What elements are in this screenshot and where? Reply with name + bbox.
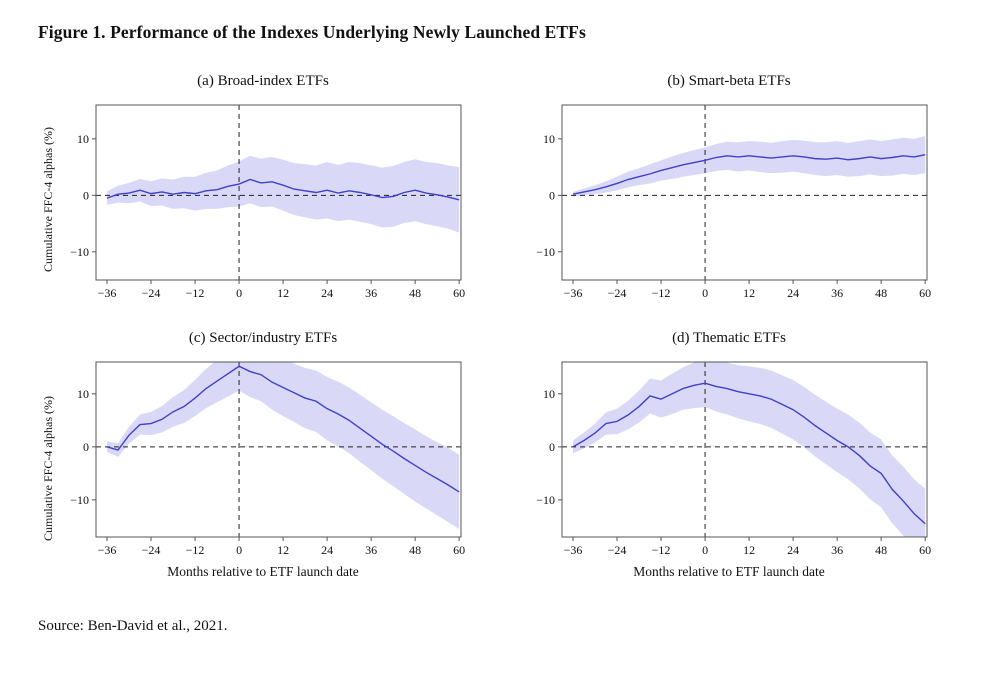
panel-a-col: (a) Broad-index ETFs −36 −24 −12 0 12 24 36 48 6… — [58, 73, 468, 304]
svg-text:0: 0 — [702, 286, 708, 300]
panel-d-ylabel-wrap — [504, 330, 524, 584]
svg-text:60: 60 — [919, 543, 931, 557]
svg-text:48: 48 — [875, 286, 887, 300]
svg-text:24: 24 — [321, 286, 333, 300]
svg-text:10: 10 — [543, 132, 555, 146]
panel-a: Cumulative FFC-4 alphas (%) (a) Broad-in… — [38, 73, 490, 304]
svg-text:−10: −10 — [70, 493, 89, 507]
x-axis-label: Months relative to ETF launch date — [633, 564, 825, 579]
panel-b-title: (b) Smart-beta ETFs — [667, 73, 791, 89]
panel-b-row: (b) Smart-beta ETFs −36 −24 −12 0 12 24 36 48 60… — [504, 73, 956, 304]
svg-text:60: 60 — [453, 543, 465, 557]
panel-c-col: (c) Sector/industry ETFs −36 −24 −12 0 12 24 3… — [58, 330, 468, 584]
panel-b-ylabel-wrap — [504, 73, 524, 304]
svg-text:−10: −10 — [70, 245, 89, 259]
panel-d-col: (d) Thematic ETFs −36 −24 −12 0 12 24 36 48 60 −1… — [524, 330, 934, 584]
panel-a-ylabel-wrap: Cumulative FFC-4 alphas (%) — [38, 73, 58, 304]
panel-d: (d) Thematic ETFs −36 −24 −12 0 12 24 36 48 60 −1… — [504, 330, 956, 584]
panel-b-col: (b) Smart-beta ETFs −36 −24 −12 0 12 24 36 48 60… — [524, 73, 934, 304]
svg-text:0: 0 — [549, 188, 555, 202]
svg-text:−12: −12 — [186, 286, 205, 300]
svg-text:12: 12 — [277, 543, 289, 557]
panel-d-plot: −36 −24 −12 0 12 24 36 48 60 −10 0 10 — [536, 361, 931, 557]
svg-text:12: 12 — [743, 543, 755, 557]
panel-b-plot: −36 −24 −12 0 12 24 36 48 60 −10 0 10 — [536, 104, 931, 300]
svg-text:−36: −36 — [98, 286, 117, 300]
svg-text:−12: −12 — [186, 543, 205, 557]
svg-text:10: 10 — [543, 387, 555, 401]
svg-text:−36: −36 — [564, 543, 583, 557]
source-note: Source: Ben-David et al., 2021. — [38, 618, 228, 634]
svg-text:0: 0 — [702, 543, 708, 557]
svg-text:60: 60 — [453, 286, 465, 300]
svg-text:48: 48 — [409, 543, 421, 557]
svg-text:0: 0 — [236, 286, 242, 300]
panel-c: Cumulative FFC-4 alphas (%) (c) Sector/i… — [38, 330, 490, 584]
panel-a-plot: −36 −24 −12 0 12 24 36 48 60 −10 0 10 — [70, 104, 465, 300]
y-axis-label: Cumulative FFC-4 alphas (%) — [40, 395, 55, 541]
panel-c-ylabel-wrap: Cumulative FFC-4 alphas (%) — [38, 330, 58, 584]
svg-text:−10: −10 — [536, 493, 555, 507]
svg-text:48: 48 — [409, 286, 421, 300]
svg-text:36: 36 — [365, 286, 377, 300]
svg-text:10: 10 — [77, 132, 89, 146]
svg-text:−12: −12 — [652, 543, 671, 557]
svg-text:12: 12 — [277, 286, 289, 300]
panel-b: (b) Smart-beta ETFs −36 −24 −12 0 12 24 36 48 60… — [504, 73, 956, 304]
svg-text:0: 0 — [83, 188, 89, 202]
svg-text:0: 0 — [83, 440, 89, 454]
panel-c-title: (c) Sector/industry ETFs — [188, 330, 338, 346]
y-axis-label: Cumulative FFC-4 alphas (%) — [40, 127, 55, 272]
svg-text:36: 36 — [831, 286, 843, 300]
panel-d-row: (d) Thematic ETFs −36 −24 −12 0 12 24 36 48 60 −1… — [504, 330, 956, 584]
svg-text:10: 10 — [77, 387, 89, 401]
svg-text:60: 60 — [919, 286, 931, 300]
svg-text:−12: −12 — [652, 286, 671, 300]
x-axis-label: Months relative to ETF launch date — [167, 564, 359, 579]
svg-text:−36: −36 — [564, 286, 583, 300]
figure-container: Figure 1. Performance of the Indexes Und… — [38, 22, 980, 634]
svg-text:36: 36 — [831, 543, 843, 557]
svg-text:−24: −24 — [608, 286, 627, 300]
svg-text:−24: −24 — [142, 286, 161, 300]
svg-text:−24: −24 — [142, 543, 161, 557]
svg-text:−24: −24 — [608, 543, 627, 557]
svg-text:24: 24 — [321, 543, 333, 557]
panel-grid: Cumulative FFC-4 alphas (%) (a) Broad-in… — [38, 73, 980, 584]
svg-text:−36: −36 — [98, 543, 117, 557]
panel-d-title: (d) Thematic ETFs — [672, 330, 786, 346]
svg-text:0: 0 — [236, 543, 242, 557]
panel-c-plot: −36 −24 −12 0 12 24 36 48 60 −10 0 10 — [70, 361, 465, 557]
svg-text:48: 48 — [875, 543, 887, 557]
svg-text:36: 36 — [365, 543, 377, 557]
svg-text:0: 0 — [549, 440, 555, 454]
figure-title: Figure 1. Performance of the Indexes Und… — [38, 22, 586, 42]
panel-a-title: (a) Broad-index ETFs — [197, 73, 329, 89]
svg-text:−10: −10 — [536, 245, 555, 259]
panel-a-row: Cumulative FFC-4 alphas (%) (a) Broad-in… — [38, 73, 490, 304]
svg-text:24: 24 — [787, 543, 799, 557]
svg-text:24: 24 — [787, 286, 799, 300]
panel-c-row: Cumulative FFC-4 alphas (%) (c) Sector/i… — [38, 330, 490, 584]
svg-text:12: 12 — [743, 286, 755, 300]
